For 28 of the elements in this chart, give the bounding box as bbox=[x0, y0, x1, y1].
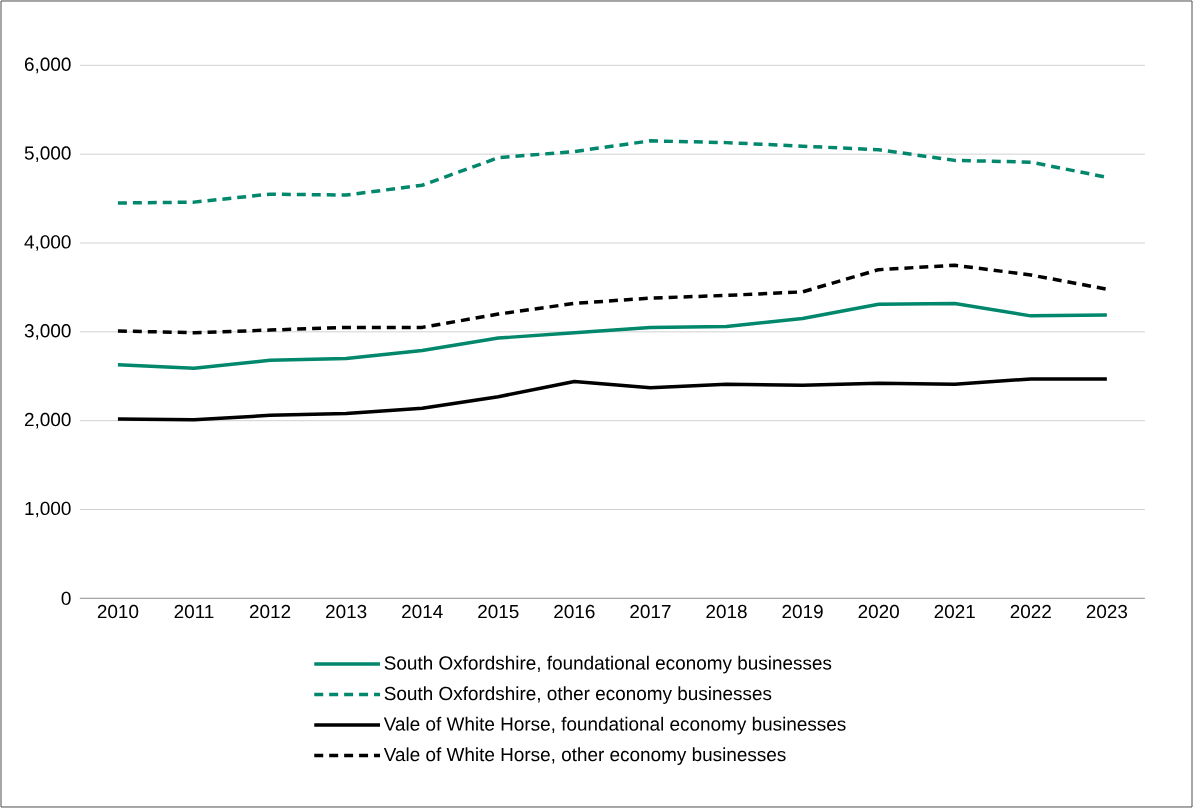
y-tick-label: 2,000 bbox=[24, 412, 71, 429]
legend-label: South Oxfordshire, foundational economy businesses bbox=[384, 655, 832, 674]
legend-label: South Oxfordshire, other economy businesses bbox=[384, 686, 772, 704]
y-tick-label: 1,000 bbox=[25, 501, 71, 518]
x-tick-label: 2014 bbox=[402, 604, 443, 619]
x-tick-label: 2012 bbox=[249, 604, 291, 619]
x-tick-label: 2018 bbox=[706, 604, 747, 619]
x-tick-label: 2010 bbox=[97, 604, 139, 619]
y-tick-label: 5,000 bbox=[24, 146, 71, 162]
x-tick-label: 2017 bbox=[630, 604, 671, 619]
x-tick-label: 2022 bbox=[1010, 604, 1051, 619]
x-tick-label: 2011 bbox=[174, 604, 214, 619]
line-series bbox=[116, 301, 1109, 371]
legend-label: Vale of White Horse, foundational economy businesses bbox=[383, 716, 846, 735]
legend-label: Vale of White Horse, other economy businesses bbox=[383, 747, 786, 765]
line-series bbox=[116, 377, 1109, 422]
x-tick-label: 2023 bbox=[1086, 604, 1128, 619]
y-tick-label: 3,000 bbox=[24, 324, 71, 340]
x-tick-label: 2015 bbox=[478, 604, 519, 619]
y-tick-label: 6,000 bbox=[24, 57, 71, 74]
x-tick-label: 2020 bbox=[858, 604, 899, 619]
y-tick-label: 4,000 bbox=[24, 235, 71, 251]
x-tick-label: 2021 bbox=[934, 604, 975, 619]
x-tick-label: 2016 bbox=[554, 604, 595, 619]
y-tick-label: 0 bbox=[61, 591, 71, 606]
x-tick-label: 2013 bbox=[326, 604, 367, 619]
x-tick-label: 2019 bbox=[782, 604, 823, 619]
line-series bbox=[116, 263, 1109, 335]
